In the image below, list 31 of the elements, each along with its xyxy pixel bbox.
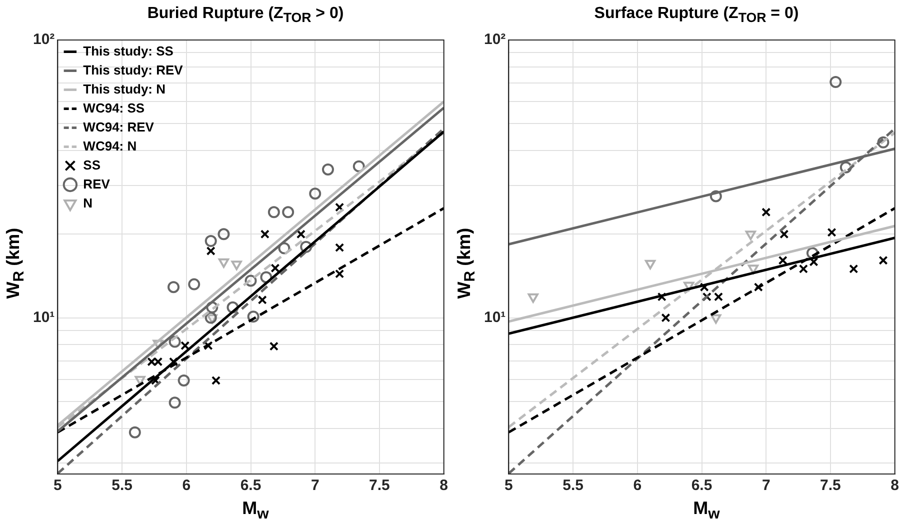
legend-label: WC94: SS	[83, 100, 145, 116]
x-tick-label: 5	[54, 477, 62, 494]
chart-title: Buried Rupture (Z$_{TOR}$ > 0)	[146, 4, 345, 28]
x-tick-label: 5.5	[562, 477, 584, 494]
x-tick-label: 5.5	[112, 477, 132, 494]
y-tick-label: 10²	[32, 31, 55, 48]
legend-label: N	[83, 195, 93, 210]
x-tick-label: 6	[182, 477, 191, 494]
legend-label: SS	[83, 157, 101, 172]
x-tick-label: 5	[504, 477, 513, 494]
x-tick-label: 7	[310, 477, 320, 494]
y-tick-label: 10¹	[484, 308, 506, 326]
x-tick-label: 7.5	[820, 477, 841, 494]
legend-label: This study: SS	[83, 43, 174, 58]
x-tick-label: 6.5	[240, 477, 262, 494]
x-tick-label: 8	[440, 477, 448, 494]
legend-label: This study: REV	[83, 62, 184, 78]
x-tick-label: 6	[633, 477, 642, 494]
x-axis-title: M$_{w}$	[692, 498, 721, 523]
x-tick-label: 6.5	[691, 477, 712, 494]
x-tick-label: 8	[890, 477, 899, 494]
legend-label: WC94: REV	[83, 119, 154, 134]
x-tick-label: 7	[762, 477, 770, 494]
legend-label: WC94: N	[83, 138, 137, 154]
y-tick-label: 10¹	[32, 308, 55, 326]
y-tick-label: 10²	[484, 31, 506, 48]
x-tick-label: 7.5	[369, 477, 390, 494]
legend-label: REV	[83, 176, 110, 192]
legend-label: This study: N	[83, 81, 166, 96]
x-axis-title: M$_{w}$	[241, 498, 270, 523]
chart-title: Surface Rupture (Z$_{TOR}$ = 0)	[593, 4, 800, 28]
